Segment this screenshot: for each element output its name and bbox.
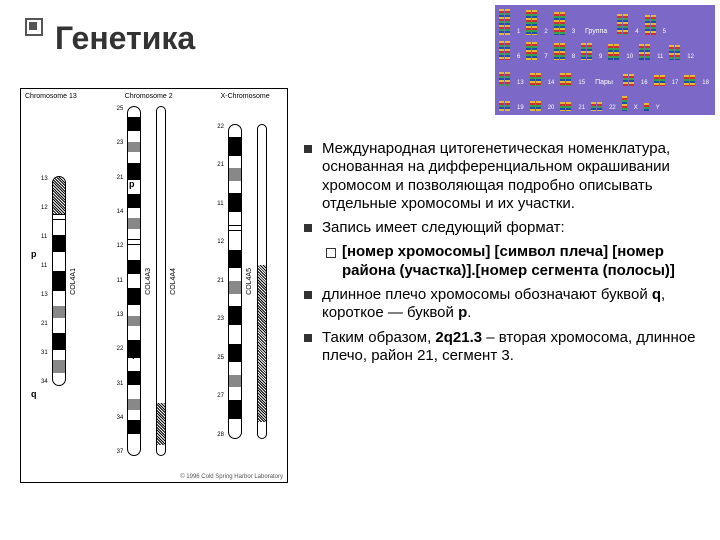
karyo-num: 19 (517, 105, 524, 111)
diagram-header: Chromosome 2 (125, 93, 173, 100)
karyo-num: 9 (599, 54, 602, 60)
band-tick: 27 (217, 393, 224, 400)
bullet-item: Международная цитогенетическая номенклат… (300, 140, 700, 213)
band-tick: 22 (117, 346, 124, 353)
karyo-num: 16 (641, 80, 648, 86)
karyo-num: 4 (635, 29, 638, 35)
karyotype-row: 13 14 15 Пары 16 17 18 (499, 62, 711, 85)
band-tick: 21 (41, 321, 48, 328)
karyo-num: 3 (572, 29, 575, 35)
bullet-text-part: . (467, 304, 471, 321)
gene-label: COL4A3 (145, 268, 152, 295)
bullet-item: длинное плечо хромосомы обозначают букво… (300, 286, 700, 323)
chromosome-13-body (52, 176, 66, 386)
band-tick: 21 (117, 175, 124, 182)
band-tick: 21 (217, 278, 224, 285)
sub-bullet-item: [номер хромосомы] [символ плеча] [номер … (300, 243, 700, 280)
diagram-credit: © 1996 Cold Spring Harbor Laboratory (180, 474, 283, 480)
karyo-num: 8 (572, 54, 575, 60)
diagram-header: X-Chromosome (221, 93, 270, 100)
band-tick: 31 (41, 350, 48, 357)
arm-q-label: q (129, 349, 135, 359)
band-tick: 12 (41, 205, 48, 212)
bullet-text-part: Таким образом, (322, 329, 435, 346)
karyo-num: 10 (626, 54, 633, 60)
chromosome-2-column: 25 23 21 14 12 11 13 22 31 34 37 (117, 106, 178, 456)
band-tick: 12 (217, 239, 224, 246)
chromosome-x-column: 22 21 11 12 21 23 25 27 28 (217, 106, 267, 456)
karyo-num: 15 (578, 80, 585, 86)
band-tick: 11 (117, 278, 124, 285)
gene-label: COL4A5 (246, 268, 253, 295)
karyo-num: 22 (609, 105, 616, 111)
karyo-num: 21 (578, 105, 585, 111)
bullet-item: Запись имеет следующий формат: (300, 219, 700, 237)
format-template: [номер хромосомы] [символ плеча] [номер … (342, 243, 675, 278)
karyotype-thumbnail: 1 2 3 Группа 4 5 6 7 8 9 10 11 12 13 14 … (495, 5, 715, 115)
band-tick: 13 (41, 292, 48, 299)
band-tick: 31 (117, 381, 124, 388)
band-tick: 22 (217, 124, 224, 131)
arm-q-symbol: q (652, 286, 661, 303)
karyo-num: 7 (544, 54, 547, 60)
karyo-num: 20 (548, 105, 555, 111)
chromosome-2-body (127, 106, 141, 456)
bullet-text: Запись имеет следующий формат: (322, 219, 565, 236)
band-tick: 23 (217, 316, 224, 323)
arm-p-label: p (129, 179, 135, 189)
karyo-num: 14 (548, 80, 555, 86)
karyo-num: 1 (517, 29, 520, 35)
band-tick: 11 (41, 234, 48, 241)
band-tick: 13 (117, 312, 124, 319)
bullet-item: Таким образом, 2q21.3 – вторая хромосома… (300, 329, 700, 366)
karyotype-row: 1 2 3 Группа 4 5 (499, 9, 711, 35)
karyo-num: 11 (657, 54, 663, 60)
band-tick: 12 (117, 243, 124, 250)
karyo-num: X (634, 105, 638, 111)
karyo-num: 12 (687, 54, 694, 60)
karyo-num: 2 (544, 29, 547, 35)
karyo-num: 13 (517, 80, 524, 86)
locus-example: 2q21.3 (435, 329, 482, 346)
bullet-text: Международная цитогенетическая номенклат… (322, 140, 670, 212)
arm-p-label: p (31, 249, 37, 259)
diagram-header: Chromosome 13 (25, 93, 77, 100)
band-tick: 13 (41, 176, 48, 183)
band-tick: 23 (117, 140, 124, 147)
karyotype-row: 19 20 21 22 X Y (499, 88, 711, 111)
karyo-group-label: Группа (585, 28, 607, 35)
karyo-num: 5 (663, 29, 666, 35)
band-tick: 14 (117, 209, 124, 216)
gene-label: COL4A4 (170, 268, 177, 295)
band-tick: 25 (217, 355, 224, 362)
band-tick: 34 (41, 379, 48, 386)
band-tick: 37 (117, 449, 124, 456)
karyo-group-label: Пары (595, 79, 613, 86)
chromosome-x-companion (257, 124, 267, 439)
arm-p-symbol: p (458, 304, 467, 321)
slide-title: Генетика (55, 20, 195, 57)
karyo-num: 6 (517, 54, 520, 60)
title-decoration (25, 18, 43, 36)
gene-label: COL4A1 (70, 268, 77, 295)
band-tick: 11 (217, 201, 224, 208)
karyo-num: 17 (672, 80, 679, 86)
band-tick: 11 (41, 263, 48, 270)
band-tick: 28 (217, 432, 224, 439)
chromosome-2-companion (156, 106, 166, 456)
karyo-num: Y (656, 105, 660, 111)
arm-q-label: q (31, 389, 37, 399)
chromosome-x-body (228, 124, 242, 439)
chromosome-13-column: 13 12 11 11 13 21 31 34 COL4A1 (41, 106, 77, 456)
karyotype-row: 6 7 8 9 10 11 12 (499, 37, 711, 60)
band-tick: 21 (217, 162, 224, 169)
band-tick: 25 (117, 106, 124, 113)
bullet-text-part: длинное плечо хромосомы обозначают букво… (322, 286, 652, 303)
karyo-num: 18 (702, 80, 709, 86)
band-tick: 34 (117, 415, 124, 422)
chromosome-ideogram: Chromosome 13 Chromosome 2 X-Chromosome … (20, 88, 288, 483)
content-area: Международная цитогенетическая номенклат… (300, 140, 700, 371)
